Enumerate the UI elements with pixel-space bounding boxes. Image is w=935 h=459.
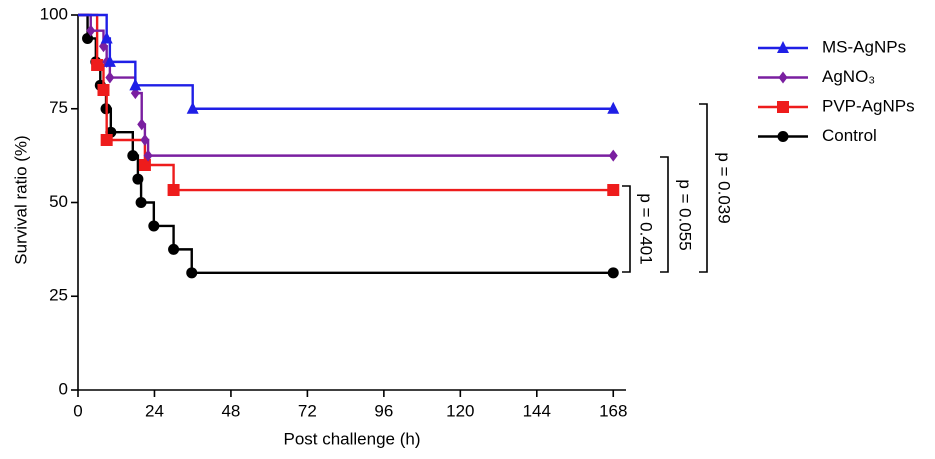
marker bbox=[137, 118, 147, 131]
marker bbox=[148, 220, 160, 232]
marker bbox=[778, 71, 788, 84]
legend-label: MS-AgNPs bbox=[822, 37, 906, 56]
y-tick-label: 25 bbox=[49, 286, 68, 305]
marker bbox=[186, 101, 199, 114]
bracket bbox=[622, 185, 631, 273]
marker bbox=[777, 131, 789, 142]
p-value: p = 0.039 bbox=[715, 152, 734, 223]
x-tick-label: 144 bbox=[523, 401, 551, 420]
marker bbox=[608, 149, 618, 162]
p-value: p = 0.055 bbox=[676, 179, 695, 250]
legend-label: Control bbox=[822, 126, 877, 145]
marker bbox=[140, 133, 150, 146]
legend-label: PVP-AgNPs bbox=[822, 96, 915, 115]
marker bbox=[132, 173, 144, 185]
marker bbox=[777, 41, 789, 53]
y-tick-label: 100 bbox=[40, 4, 68, 23]
y-tick-label: 50 bbox=[49, 192, 68, 211]
marker bbox=[105, 71, 115, 84]
bracket bbox=[660, 156, 669, 273]
y-tick-label: 0 bbox=[59, 379, 68, 398]
marker bbox=[607, 184, 620, 197]
x-tick-label: 96 bbox=[374, 401, 393, 420]
y-tick-label: 75 bbox=[49, 98, 68, 117]
survival-line bbox=[78, 13, 614, 110]
x-tick-label: 72 bbox=[298, 401, 317, 420]
x-tick-label: 0 bbox=[73, 401, 82, 420]
marker bbox=[135, 197, 147, 208]
marker bbox=[127, 150, 139, 162]
legend-label: AgNO₃ bbox=[822, 67, 875, 86]
marker bbox=[86, 24, 96, 37]
survival-line bbox=[78, 13, 614, 192]
x-tick-label: 120 bbox=[446, 401, 474, 420]
y-axis-label: Survival ratio (%) bbox=[11, 135, 30, 264]
x-tick-label: 48 bbox=[221, 401, 240, 420]
brackets bbox=[622, 103, 708, 273]
x-axis-label: Post challenge (h) bbox=[283, 429, 420, 448]
marker bbox=[168, 243, 180, 255]
p-value: p = 0.401 bbox=[637, 193, 656, 264]
marker bbox=[777, 101, 789, 113]
marker bbox=[103, 54, 116, 67]
x-tick-label: 168 bbox=[599, 401, 627, 420]
survival-line bbox=[78, 13, 614, 275]
marker bbox=[143, 149, 153, 162]
marker bbox=[100, 133, 113, 146]
marker bbox=[97, 84, 110, 96]
marker bbox=[607, 101, 620, 114]
marker bbox=[91, 58, 104, 71]
marker bbox=[607, 267, 619, 279]
x-tick-label: 24 bbox=[145, 401, 164, 420]
marker bbox=[100, 31, 113, 44]
bracket bbox=[699, 103, 708, 273]
marker bbox=[138, 159, 151, 171]
marker bbox=[167, 184, 180, 197]
marker bbox=[129, 78, 142, 91]
marker bbox=[186, 267, 198, 279]
